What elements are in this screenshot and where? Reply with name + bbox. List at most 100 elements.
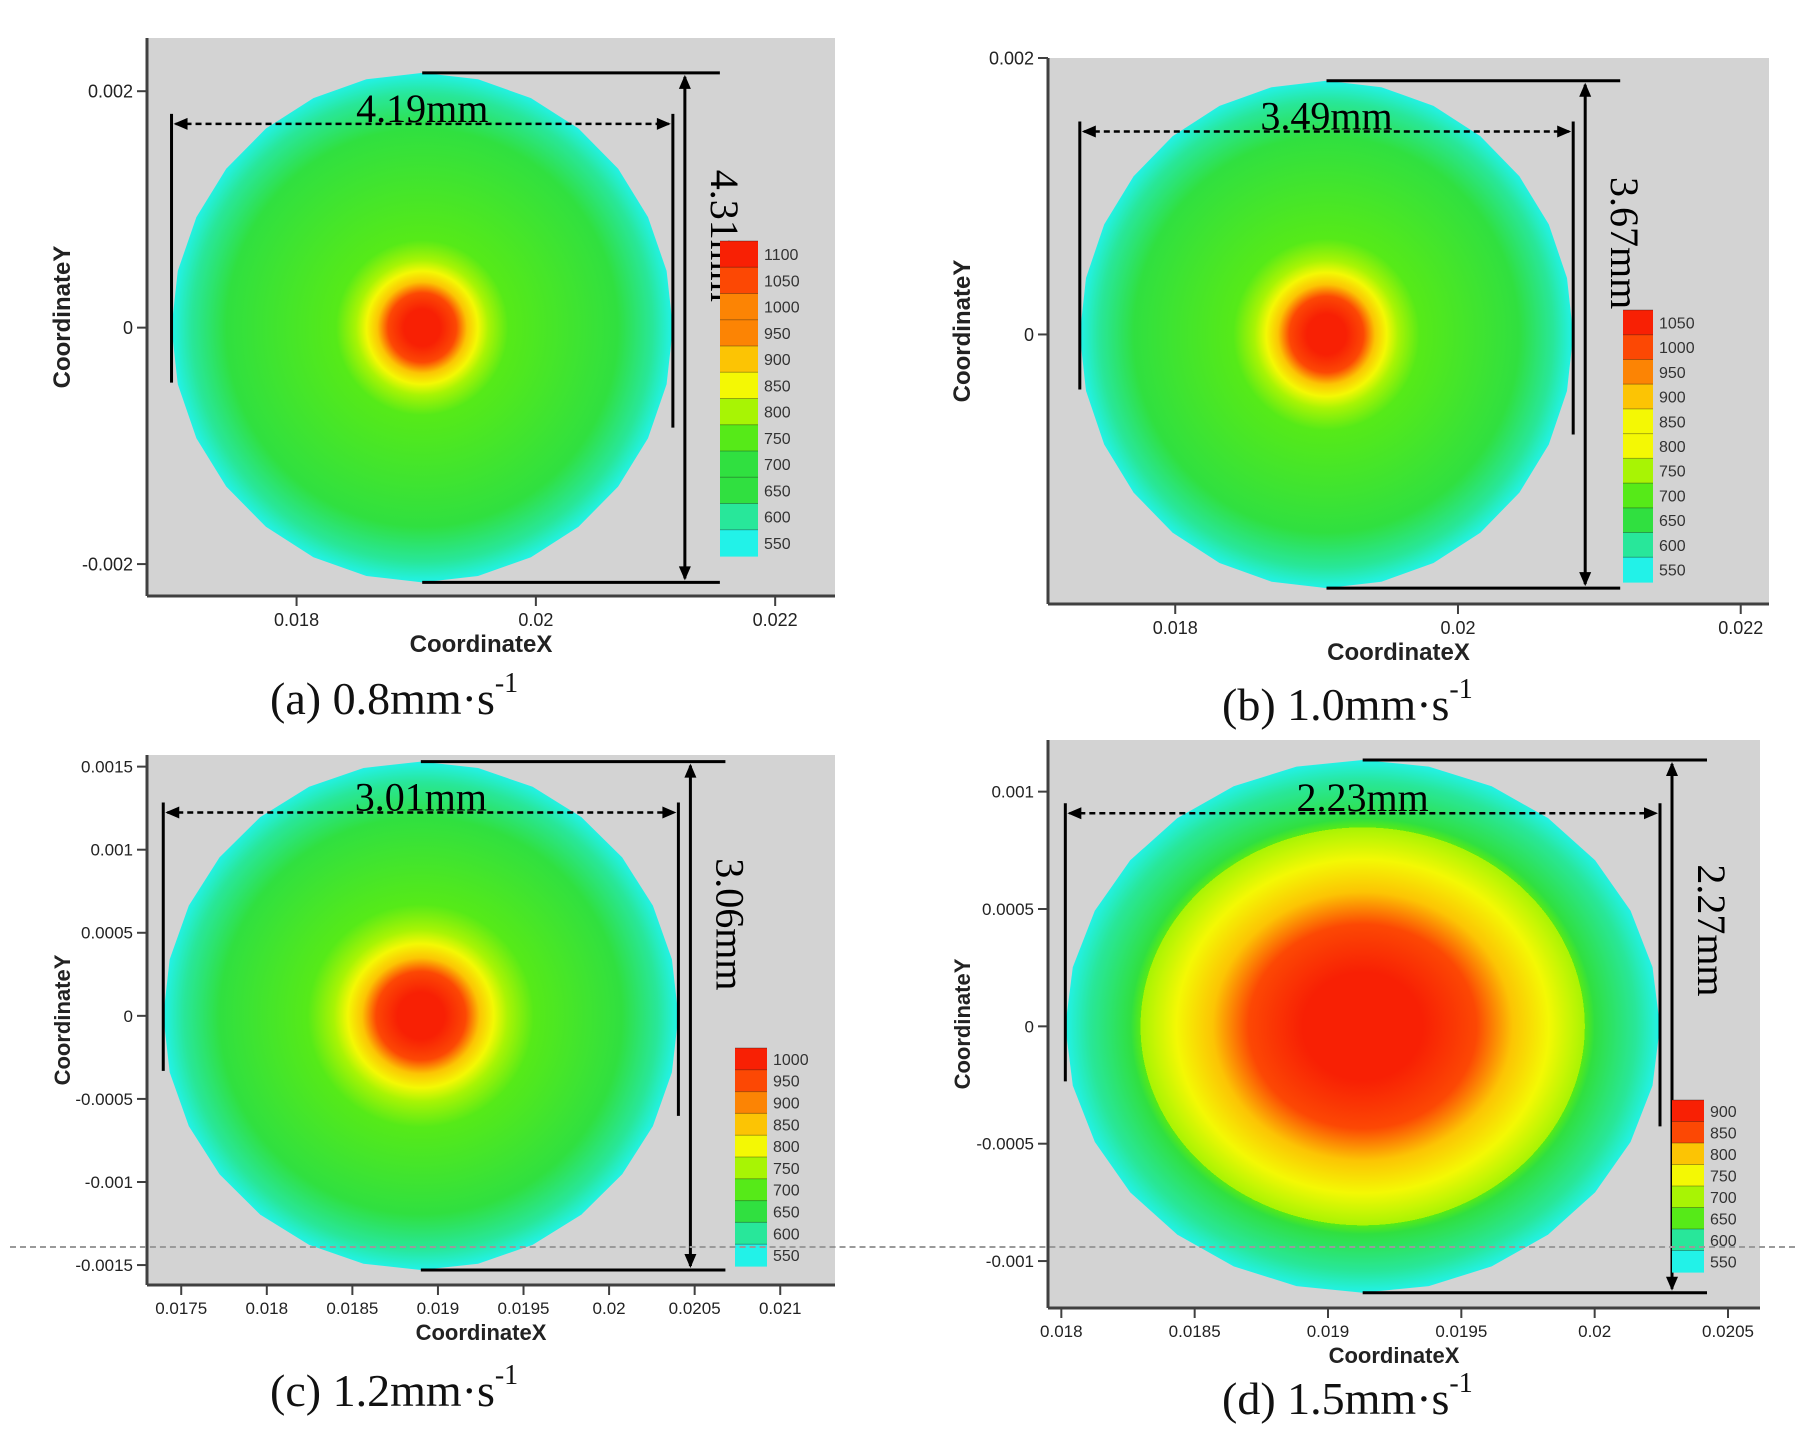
colorbar-swatch xyxy=(720,424,758,452)
colorbar-label: 700 xyxy=(773,1183,800,1200)
x-tick-label: 0.018 xyxy=(1040,1322,1083,1341)
colorbar-label: 900 xyxy=(1659,390,1686,407)
height-arrow-top xyxy=(1666,761,1678,776)
colorbar-swatch xyxy=(735,1178,767,1202)
height-arrow-top xyxy=(684,763,697,778)
colorbar-label: 1100 xyxy=(764,247,799,264)
colorbar-label: 750 xyxy=(1710,1168,1737,1185)
colorbar-swatch xyxy=(1672,1207,1704,1230)
colorbar-swatch xyxy=(735,1113,767,1136)
colorbar-swatch xyxy=(735,1157,767,1180)
colorbar-swatch xyxy=(1623,458,1653,484)
colorbar-swatch xyxy=(720,293,758,321)
colorbar-label: 600 xyxy=(773,1226,800,1243)
width-label: 4.19mm xyxy=(356,86,488,131)
x-tick-label: 0.0185 xyxy=(1169,1322,1221,1341)
width-arrow-right xyxy=(662,806,677,819)
colorbar-swatch xyxy=(720,529,758,557)
caption-value: 0.8mm·s xyxy=(332,673,495,724)
melt-pool-contour xyxy=(1079,80,1574,589)
panel-a-chart: 0.018 0.02 0.022 -0.002 0 0.002 CoordinateX Coo… xyxy=(49,38,835,658)
colorbar-legend: 900 850 800 750 700 650 600 550 xyxy=(1672,1099,1737,1273)
colorbar-swatch xyxy=(735,1244,767,1267)
caption-exponent: -1 xyxy=(494,1359,519,1391)
colorbar-swatch xyxy=(1623,532,1653,558)
colorbar-swatch xyxy=(720,451,758,478)
colorbar-label: 850 xyxy=(1710,1125,1737,1142)
colorbar-label: 1000 xyxy=(773,1052,809,1069)
caption-exponent: -1 xyxy=(494,667,519,699)
colorbar-swatch xyxy=(735,1200,767,1223)
colorbar-swatch xyxy=(1623,310,1653,336)
caption-exponent: -1 xyxy=(1449,1367,1473,1399)
width-arrow-right xyxy=(1557,125,1572,138)
x-tick-label: 0.0205 xyxy=(1702,1322,1754,1341)
x-tick-label: 0.0185 xyxy=(326,1299,378,1318)
y-tick-label: -0.001 xyxy=(85,1173,133,1192)
colorbar-label: 550 xyxy=(773,1248,800,1265)
melt-pool-contour xyxy=(171,72,673,583)
colorbar-swatch xyxy=(1623,433,1653,459)
height-arrow-bottom xyxy=(1579,572,1592,587)
x-tick-label: 0.0175 xyxy=(155,1299,207,1318)
colorbar-label: 550 xyxy=(764,536,791,553)
colorbar-label: 950 xyxy=(773,1074,800,1091)
height-arrow-top xyxy=(678,74,691,89)
colorbar-swatch xyxy=(735,1222,767,1245)
colorbar-label: 700 xyxy=(1659,488,1686,505)
colorbar-label: 900 xyxy=(773,1096,800,1113)
panel-c-chart: 0.0175 0.018 0.0185 0.019 0.0195 0.02 0.0205 0.… xyxy=(50,755,835,1345)
colorbar-label: 800 xyxy=(1659,439,1686,456)
colorbar-label: 750 xyxy=(1659,464,1686,481)
width-arrow-right xyxy=(656,117,671,130)
x-tick-label: 0.0195 xyxy=(498,1299,550,1318)
colorbar-label: 850 xyxy=(764,378,791,395)
x-tick-label: 0.022 xyxy=(753,610,798,630)
colorbar-swatch xyxy=(1623,507,1653,534)
panel-a-caption: (a) 0.8mm·s-1 xyxy=(270,668,518,725)
y-tick-label: 0 xyxy=(124,1007,133,1026)
colorbar-swatch xyxy=(720,372,758,400)
y-axis-title: CoordinateY xyxy=(49,246,76,389)
colorbar-swatch xyxy=(735,1091,767,1114)
caption-label: (c) xyxy=(270,1365,322,1416)
colorbar-swatch xyxy=(1672,1100,1704,1123)
colorbar-label: 550 xyxy=(1659,563,1686,580)
colorbar-swatch xyxy=(1672,1250,1704,1273)
y-axis-title: CoordinateY xyxy=(50,954,75,1085)
colorbar-label: 750 xyxy=(764,431,791,448)
colorbar-swatch xyxy=(1623,557,1653,583)
width-arrow-left xyxy=(165,806,180,819)
colorbar-label: 800 xyxy=(764,405,791,422)
colorbar-swatch xyxy=(720,398,758,426)
melt-pool-contour xyxy=(163,761,679,1270)
height-label: 3.67mm xyxy=(1602,177,1647,309)
y-tick-label: -0.001 xyxy=(986,1252,1034,1271)
colorbar-label: 800 xyxy=(1710,1147,1737,1164)
caption-label: (b) xyxy=(1222,679,1276,730)
colorbar-label: 900 xyxy=(764,352,791,369)
x-axis-title: CoordinateX xyxy=(416,1320,547,1345)
x-tick-label: 0.018 xyxy=(274,610,319,630)
y-tick-label: -0.002 xyxy=(82,554,133,574)
x-tick-label: 0.0195 xyxy=(1435,1322,1487,1341)
colorbar-label: 850 xyxy=(1659,414,1686,431)
colorbar-label: 700 xyxy=(1710,1190,1737,1207)
colorbar-label: 700 xyxy=(764,457,791,474)
y-tick-label: 0 xyxy=(1024,325,1034,345)
width-arrow-right xyxy=(1644,807,1658,820)
x-tick-label: 0.021 xyxy=(759,1299,802,1318)
y-tick-label: 0.001 xyxy=(991,783,1034,802)
colorbar-swatch xyxy=(1672,1186,1704,1209)
y-tick-label: -0.0005 xyxy=(75,1090,133,1109)
caption-value: 1.5mm·s xyxy=(1287,1373,1450,1424)
width-label: 2.23mm xyxy=(1297,775,1429,820)
colorbar-label: 650 xyxy=(764,483,791,500)
panel-b-chart: 0.018 0.02 0.022 0 0.002 CoordinateX Coordinat… xyxy=(949,48,1769,666)
y-axis-title: CoordinateY xyxy=(949,260,976,403)
y-tick-label: 0 xyxy=(1025,1017,1034,1036)
x-axis-title: CoordinateX xyxy=(1327,639,1470,666)
colorbar-label: 850 xyxy=(773,1117,800,1134)
height-arrow-top xyxy=(1579,82,1592,97)
colorbar-swatch xyxy=(720,503,758,531)
